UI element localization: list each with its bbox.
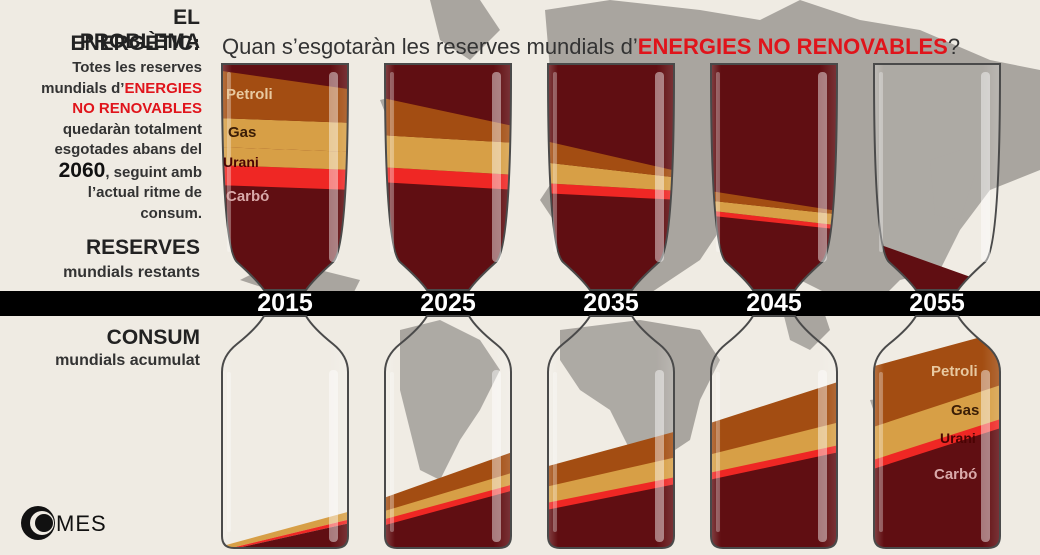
year-label-2045: 2045	[746, 289, 802, 317]
bottle-group-2055	[873, 63, 1001, 549]
label-gas-consum: Gas	[951, 402, 980, 419]
year-label-2035: 2035	[583, 289, 639, 317]
year-label-2015: 2015	[257, 289, 313, 317]
year-label-2055: 2055	[909, 289, 965, 317]
desc-line8: consum.	[140, 204, 202, 222]
desc-line4: quedaràn totalment	[62, 120, 202, 138]
label-urani-reserves: Urani	[223, 154, 259, 170]
label-carbo-consum: Carbó	[934, 466, 978, 483]
consum-subtitle: mundials acumulat	[55, 352, 200, 369]
description-block: Totes les reserves mundials d’ENERGIES N…	[10, 58, 202, 224]
desc-line2-highlight: ENERGIES	[124, 79, 202, 97]
label-gas-reserves: Gas	[228, 124, 257, 141]
label-urani-consum: Urani	[940, 430, 976, 446]
label-carbo-reserves: Carbó	[226, 188, 270, 205]
bottle-group-2025	[384, 63, 512, 549]
bottles	[221, 63, 1001, 549]
logo-text: MES	[56, 511, 107, 536]
year-label-2025: 2025	[420, 289, 476, 317]
question-prefix: Quan s’esgotaràn les reserves mundials d…	[222, 34, 638, 59]
mes-logo	[21, 506, 55, 540]
desc-line2-prefix: mundials d’	[41, 79, 125, 97]
desc-line3: NO RENOVABLES	[72, 100, 202, 117]
question-highlight: ENERGIES NO RENOVABLES	[637, 34, 948, 59]
desc-line6-suffix: , seguint amb	[105, 163, 202, 181]
title-line1: EL PROBLEMA	[79, 6, 200, 53]
title-line2: ENERGÈTIC:	[70, 32, 200, 55]
bottle-group-2045	[710, 63, 838, 549]
desc-year: 2060	[58, 158, 106, 182]
label-petroli-reserves: Petroli	[226, 86, 273, 103]
reserves-title: RESERVES	[86, 236, 200, 259]
desc-line2: mundials d’ENERGIES	[10, 79, 202, 100]
desc-line5: esgotades abans del	[54, 141, 202, 158]
reserves-subtitle: mundials restants	[63, 264, 200, 281]
desc-line6: 2060, seguint amb	[10, 158, 202, 184]
label-petroli-consum: Petroli	[931, 363, 978, 380]
desc-line7: l’actual ritme de	[87, 184, 202, 201]
question-heading: Quan s’esgotaràn les reserves mundials d…	[222, 34, 1037, 60]
timeline-band	[0, 291, 1040, 316]
bottle-group-2015	[221, 63, 349, 549]
bottle-group-2035	[547, 63, 675, 549]
desc-line1: Totes les reserves	[72, 59, 202, 76]
question-suffix: ?	[947, 34, 961, 59]
consum-title: CONSUM	[106, 326, 200, 349]
